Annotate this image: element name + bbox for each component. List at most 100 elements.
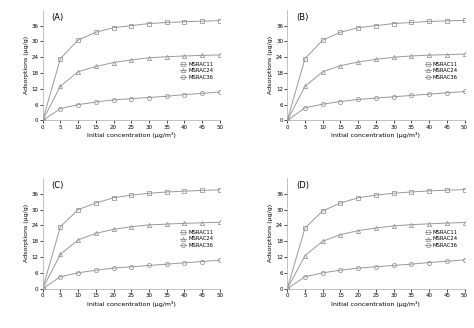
MSRAC11 [40, 287, 46, 291]
Y-axis label: Adsorptions (μg/g): Adsorptions (μg/g) [268, 36, 273, 94]
Line: MSRAC36: MSRAC36 [285, 90, 466, 123]
MSRAC36 [128, 97, 134, 101]
MSRAC36 [200, 92, 205, 95]
MSRAC11 [444, 19, 450, 23]
Line: MSRAC36: MSRAC36 [41, 258, 222, 291]
MSRAC36 [373, 96, 379, 100]
MSRAC24 [320, 239, 326, 243]
MSRAC11 [57, 225, 63, 229]
MSRAC11 [462, 188, 467, 192]
MSRAC24 [302, 84, 308, 88]
MSRAC36 [444, 91, 450, 95]
MSRAC24 [391, 55, 396, 59]
MSRAC11 [373, 193, 379, 197]
MSRAC11 [320, 38, 326, 42]
MSRAC24 [444, 53, 450, 57]
MSRAC36 [93, 268, 99, 272]
MSRAC36 [320, 102, 326, 106]
MSRAC11 [164, 21, 170, 25]
MSRAC36 [320, 271, 326, 275]
MSRAC11 [75, 38, 81, 42]
MSRAC36 [409, 93, 414, 97]
MSRAC11 [284, 287, 290, 291]
MSRAC36 [356, 266, 361, 270]
MSRAC36 [426, 92, 432, 96]
MSRAC24 [426, 222, 432, 226]
Line: MSRAC24: MSRAC24 [285, 220, 466, 291]
MSRAC11 [356, 26, 361, 30]
Legend: MSRAC11, MSRAC24, MSRAC36: MSRAC11, MSRAC24, MSRAC36 [180, 61, 214, 80]
MSRAC36 [93, 100, 99, 104]
MSRAC36 [128, 265, 134, 269]
MSRAC24 [164, 222, 170, 226]
Legend: MSRAC11, MSRAC24, MSRAC36: MSRAC11, MSRAC24, MSRAC36 [180, 230, 214, 248]
MSRAC24 [182, 54, 187, 58]
MSRAC24 [373, 226, 379, 230]
MSRAC36 [111, 266, 117, 270]
MSRAC24 [373, 57, 379, 61]
MSRAC11 [444, 188, 450, 192]
MSRAC11 [409, 190, 414, 194]
MSRAC36 [57, 275, 63, 279]
MSRAC24 [111, 227, 117, 231]
Line: MSRAC24: MSRAC24 [285, 52, 466, 123]
X-axis label: Initial concentration (μg/m³): Initial concentration (μg/m³) [87, 300, 176, 307]
MSRAC24 [462, 220, 467, 224]
MSRAC11 [128, 24, 134, 28]
Y-axis label: Adsorptions (μg/g): Adsorptions (μg/g) [24, 204, 29, 262]
MSRAC24 [337, 233, 343, 236]
MSRAC24 [337, 64, 343, 68]
MSRAC11 [217, 188, 223, 192]
MSRAC24 [409, 54, 414, 58]
MSRAC24 [146, 223, 152, 227]
MSRAC11 [128, 193, 134, 197]
MSRAC11 [302, 226, 308, 230]
MSRAC36 [182, 261, 187, 265]
MSRAC24 [356, 60, 361, 64]
MSRAC11 [200, 19, 205, 23]
MSRAC36 [164, 94, 170, 98]
MSRAC11 [182, 20, 187, 24]
Line: MSRAC24: MSRAC24 [41, 220, 222, 291]
MSRAC36 [217, 90, 223, 94]
Line: MSRAC36: MSRAC36 [41, 90, 222, 123]
MSRAC11 [93, 201, 99, 205]
MSRAC36 [111, 98, 117, 102]
Y-axis label: Adsorptions (μg/g): Adsorptions (μg/g) [24, 36, 29, 94]
MSRAC36 [373, 265, 379, 269]
MSRAC36 [40, 118, 46, 122]
MSRAC36 [409, 262, 414, 266]
MSRAC11 [409, 21, 414, 25]
MSRAC24 [146, 56, 152, 60]
MSRAC36 [75, 271, 81, 275]
MSRAC36 [391, 95, 396, 99]
MSRAC36 [302, 275, 308, 279]
MSRAC36 [164, 262, 170, 266]
MSRAC36 [75, 103, 81, 107]
MSRAC24 [426, 53, 432, 57]
MSRAC36 [337, 268, 343, 272]
MSRAC11 [40, 118, 46, 122]
Line: MSRAC24: MSRAC24 [41, 53, 222, 123]
MSRAC24 [217, 220, 223, 224]
MSRAC24 [182, 221, 187, 225]
MSRAC24 [93, 65, 99, 69]
MSRAC11 [111, 196, 117, 200]
Legend: MSRAC11, MSRAC24, MSRAC36: MSRAC11, MSRAC24, MSRAC36 [424, 61, 458, 80]
MSRAC11 [391, 191, 396, 195]
MSRAC11 [182, 189, 187, 193]
MSRAC36 [40, 287, 46, 291]
MSRAC24 [320, 70, 326, 74]
MSRAC24 [391, 224, 396, 228]
MSRAC11 [146, 22, 152, 26]
MSRAC36 [57, 107, 63, 111]
MSRAC11 [391, 22, 396, 26]
MSRAC11 [57, 57, 63, 61]
MSRAC11 [320, 209, 326, 213]
MSRAC36 [302, 106, 308, 110]
MSRAC11 [302, 57, 308, 61]
MSRAC24 [302, 254, 308, 258]
Line: MSRAC11: MSRAC11 [285, 18, 466, 123]
Legend: MSRAC11, MSRAC24, MSRAC36: MSRAC11, MSRAC24, MSRAC36 [424, 230, 458, 248]
MSRAC11 [373, 24, 379, 28]
